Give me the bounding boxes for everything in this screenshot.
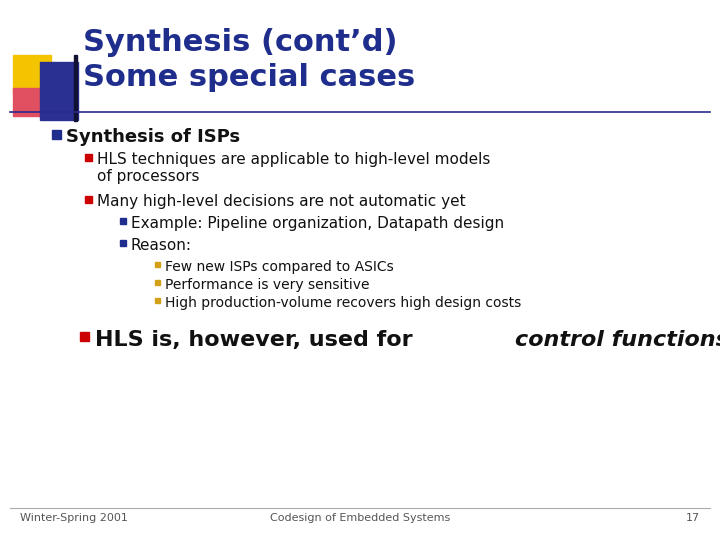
Bar xyxy=(52,130,61,139)
Text: Codesign of Embedded Systems: Codesign of Embedded Systems xyxy=(270,513,450,523)
Text: HLS is, however, used for: HLS is, however, used for xyxy=(95,330,420,350)
Bar xyxy=(74,55,77,121)
Text: Synthesis of ISPs: Synthesis of ISPs xyxy=(66,128,240,146)
Bar xyxy=(120,240,126,246)
Text: High production-volume recovers high design costs: High production-volume recovers high des… xyxy=(165,296,521,310)
Text: Some special cases: Some special cases xyxy=(83,63,415,92)
Text: control functions: control functions xyxy=(515,330,720,350)
Bar xyxy=(155,262,160,267)
Text: Winter-Spring 2001: Winter-Spring 2001 xyxy=(20,513,128,523)
Text: Performance is very sensitive: Performance is very sensitive xyxy=(165,278,369,292)
Text: Many high-level decisions are not automatic yet: Many high-level decisions are not automa… xyxy=(97,194,466,209)
Bar xyxy=(40,62,78,120)
Bar xyxy=(85,196,92,203)
Text: 17: 17 xyxy=(686,513,700,523)
Bar xyxy=(155,280,160,285)
Bar xyxy=(80,332,89,341)
Bar xyxy=(13,55,51,93)
Bar xyxy=(155,298,160,303)
Text: Few new ISPs compared to ASICs: Few new ISPs compared to ASICs xyxy=(165,260,394,274)
Text: HLS techniques are applicable to high-level models
of processors: HLS techniques are applicable to high-le… xyxy=(97,152,490,184)
Text: Synthesis (cont’d): Synthesis (cont’d) xyxy=(83,28,397,57)
Text: Reason:: Reason: xyxy=(131,238,192,253)
Bar xyxy=(120,218,126,224)
Bar xyxy=(13,88,51,116)
Text: Example: Pipeline organization, Datapath design: Example: Pipeline organization, Datapath… xyxy=(131,216,504,231)
Bar xyxy=(85,154,92,161)
